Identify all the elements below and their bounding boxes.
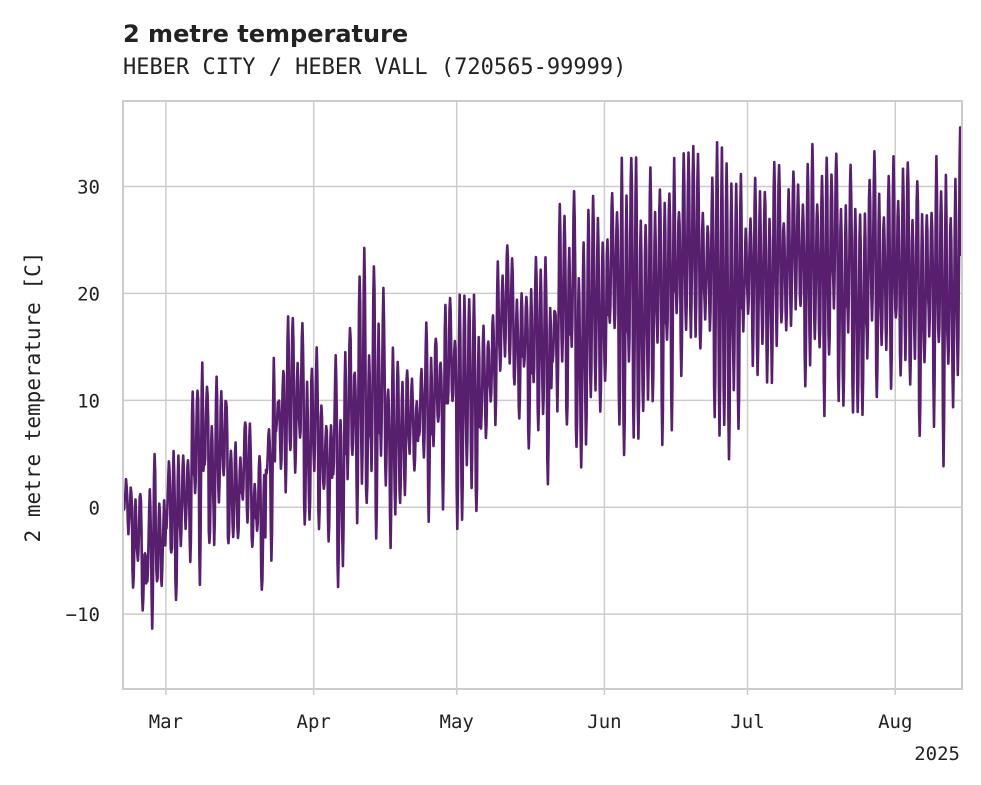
y-axis: −10 0 10 20 30 — [66, 177, 100, 627]
x-tick-label: Apr — [297, 711, 331, 733]
y-tick-label: 20 — [77, 283, 100, 305]
y-tick-label: −10 — [66, 604, 100, 626]
y-axis-label: 2 metre temperature [C] — [21, 252, 45, 543]
series-layer — [122, 126, 963, 630]
x-tick-label: May — [440, 711, 474, 733]
temperature-series-line — [122, 126, 963, 630]
plot-frame — [122, 100, 963, 690]
x-tick-label: Jun — [587, 711, 621, 733]
y-tick-label: 0 — [89, 497, 100, 519]
x-tick-label: Aug — [878, 711, 912, 733]
y-tick-label: 10 — [77, 390, 100, 412]
y-tick-label: 30 — [77, 177, 100, 199]
x-tick-label: Jul — [730, 711, 764, 733]
chart-subtitle: HEBER CITY / HEBER VALL (720565-99999) — [123, 55, 626, 80]
x-axis: Mar Apr May Jun Jul Aug — [149, 689, 912, 733]
chart-title: 2 metre temperature — [123, 20, 408, 48]
x-tick-label: Mar — [149, 711, 183, 733]
x-axis-year-label: 2025 — [914, 743, 960, 765]
